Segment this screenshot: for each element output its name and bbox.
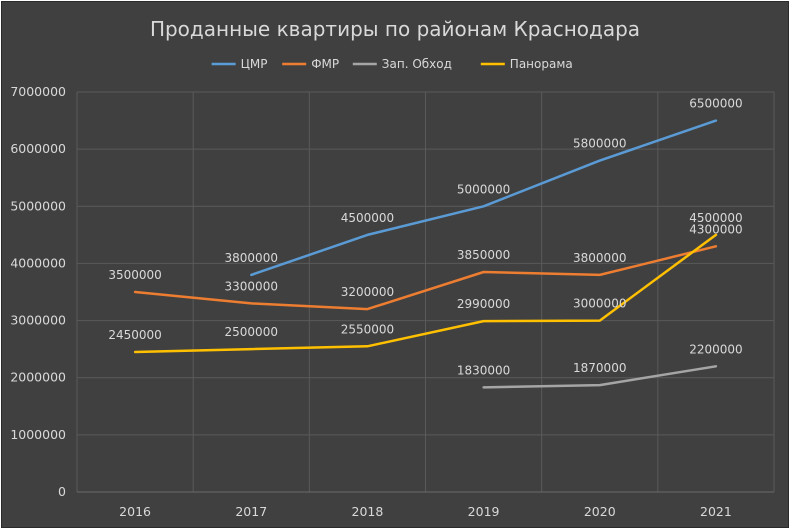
legend: ЦМР ФМР Зап. Обход Панорама <box>211 57 573 71</box>
series-line-2 <box>482 365 718 389</box>
data-label: 3850000 <box>457 248 510 262</box>
y-tick-label: 1000000 <box>10 427 66 442</box>
y-tick-label: 3000000 <box>10 313 66 328</box>
data-label: 2450000 <box>108 328 161 342</box>
data-label: 5000000 <box>457 182 510 196</box>
series-line-1 <box>133 245 718 311</box>
data-label: 3800000 <box>225 251 278 265</box>
data-label: 4500000 <box>689 211 742 225</box>
data-label: 1830000 <box>457 363 510 377</box>
data-label: 3000000 <box>573 297 626 311</box>
series-line-0 <box>250 119 718 277</box>
y-tick-label: 7000000 <box>10 84 66 99</box>
data-label: 1870000 <box>573 361 626 375</box>
x-tick-label: 2017 <box>235 504 267 519</box>
legend-entry: ФМР <box>311 57 339 71</box>
data-label: 3800000 <box>573 251 626 265</box>
legend-entry: Зап. Обход <box>382 57 452 71</box>
series-line-3 <box>133 233 718 354</box>
data-label: 5800000 <box>573 137 626 151</box>
legend-entry: ЦМР <box>241 57 268 71</box>
legend-entry: Панорама <box>510 57 573 71</box>
y-tick-label: 0 <box>58 484 66 499</box>
data-labels: 3800000 4500000 5000000 5800000 6500000 35000… <box>108 97 742 378</box>
x-tick-label: 2019 <box>468 504 500 519</box>
data-label: 4500000 <box>341 211 394 225</box>
y-tick-label: 2000000 <box>10 370 66 385</box>
x-tick-label: 2018 <box>352 504 384 519</box>
data-label: 2550000 <box>341 322 394 336</box>
x-tick-label: 2021 <box>700 504 732 519</box>
data-label: 2990000 <box>457 297 510 311</box>
data-label: 3300000 <box>225 279 278 293</box>
data-label: 2500000 <box>225 325 278 339</box>
data-label: 3200000 <box>341 285 394 299</box>
y-axis-ticks: 0 1000000 2000000 3000000 4000000 5000000 6000… <box>10 84 66 499</box>
x-axis-ticks: 2016 2017 2018 2019 2020 2021 <box>119 504 732 519</box>
y-tick-label: 4000000 <box>10 255 66 270</box>
x-tick-label: 2020 <box>584 504 616 519</box>
data-label: 4300000 <box>689 222 742 236</box>
y-tick-label: 6000000 <box>10 141 66 156</box>
data-label: 2200000 <box>689 342 742 356</box>
data-label: 6500000 <box>689 97 742 111</box>
series-lines <box>133 119 718 389</box>
x-tick-label: 2016 <box>119 504 151 519</box>
gridlines <box>76 91 775 493</box>
y-tick-label: 5000000 <box>10 198 66 213</box>
data-label: 3500000 <box>108 268 161 282</box>
chart-title: Проданные квартиры по районам Краснодара <box>150 17 640 41</box>
